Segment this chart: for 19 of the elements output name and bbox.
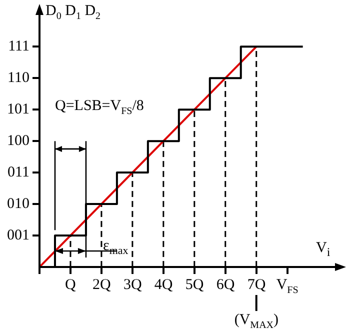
category-label: 101 [7,102,30,118]
x-tick-label: 6Q [216,277,235,293]
x-tick-label: V$_{FS}$ [276,277,298,296]
x-tick-label: Q [64,277,76,293]
category-label: 010 [7,196,30,212]
category-label: 110 [8,70,30,86]
annotation: (V$_{MAX}$) [234,312,279,331]
category-label: 100 [7,133,30,150]
x-tick-label: 7Q [247,277,266,293]
x-tick-label: 3Q [123,277,142,293]
annotation: Q=LSB=V$_{FS}$/8 [54,98,144,117]
category-label: 011 [8,164,30,180]
x-tick-label: 4Q [154,277,173,293]
category-label: 001 [7,227,30,244]
y-axis-title: D$_{0}$ D$_{1}$ D$_{2}$ [46,3,101,22]
x-tick-label: 5Q [185,277,204,293]
x-tick-label: 2Q [92,277,111,293]
x-axis-title: V$_{i}$ [316,240,330,259]
category-label: 111 [8,38,30,55]
